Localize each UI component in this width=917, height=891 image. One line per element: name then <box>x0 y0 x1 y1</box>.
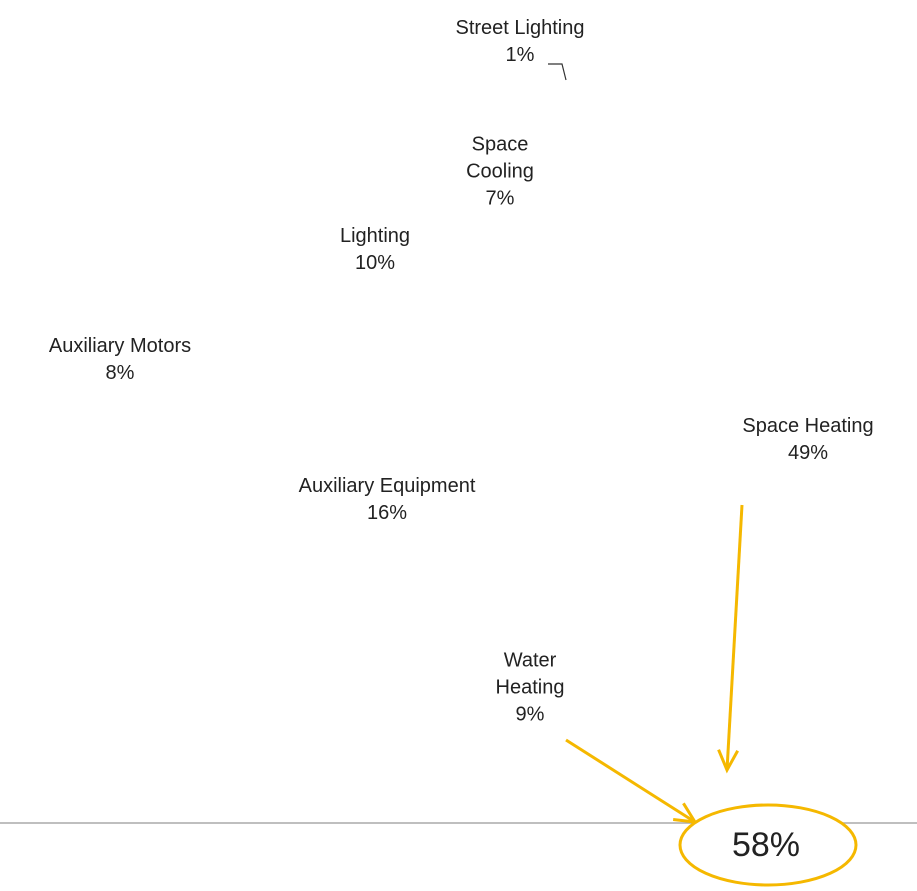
slice-label: Space Heating 49% <box>698 413 917 467</box>
slice-label: Auxiliary Motors 8% <box>0 333 245 387</box>
leader-line <box>548 63 567 81</box>
slice-value: 7% <box>485 187 515 210</box>
slice-name: Lighting <box>339 225 411 247</box>
slice-value: 16% <box>366 502 408 524</box>
slice-name: Street Lighting <box>455 17 585 39</box>
annotation-text: 58% <box>731 826 801 865</box>
slice-label: Lighting 10% <box>320 223 430 277</box>
slice-name: Auxiliary Motors <box>48 335 192 357</box>
slice-name: Water Heating <box>495 649 565 699</box>
annotation-arrow <box>725 504 744 771</box>
slice-label: Space Cooling 7% <box>455 132 545 213</box>
annotation-arrowhead <box>672 802 698 824</box>
annotation-ellipse <box>678 803 858 887</box>
slice-label: Auxiliary Equipment 16% <box>242 473 532 527</box>
slice-value: 10% <box>354 252 396 274</box>
slice-value: 9% <box>515 703 545 726</box>
slice-label: Street Lighting 1% <box>410 15 630 69</box>
slice-value: 8% <box>105 362 135 384</box>
slice-label: Water Heating 9% <box>480 648 580 729</box>
slice-value: 1% <box>505 44 535 66</box>
annotation-arrow <box>565 738 696 824</box>
slice-name: Space Cooling <box>466 133 534 183</box>
annotation-arrowhead <box>717 749 739 774</box>
slice-name: Auxiliary Equipment <box>298 475 476 497</box>
slice-name: Space Heating <box>742 415 874 437</box>
slice-value: 49% <box>787 442 829 464</box>
